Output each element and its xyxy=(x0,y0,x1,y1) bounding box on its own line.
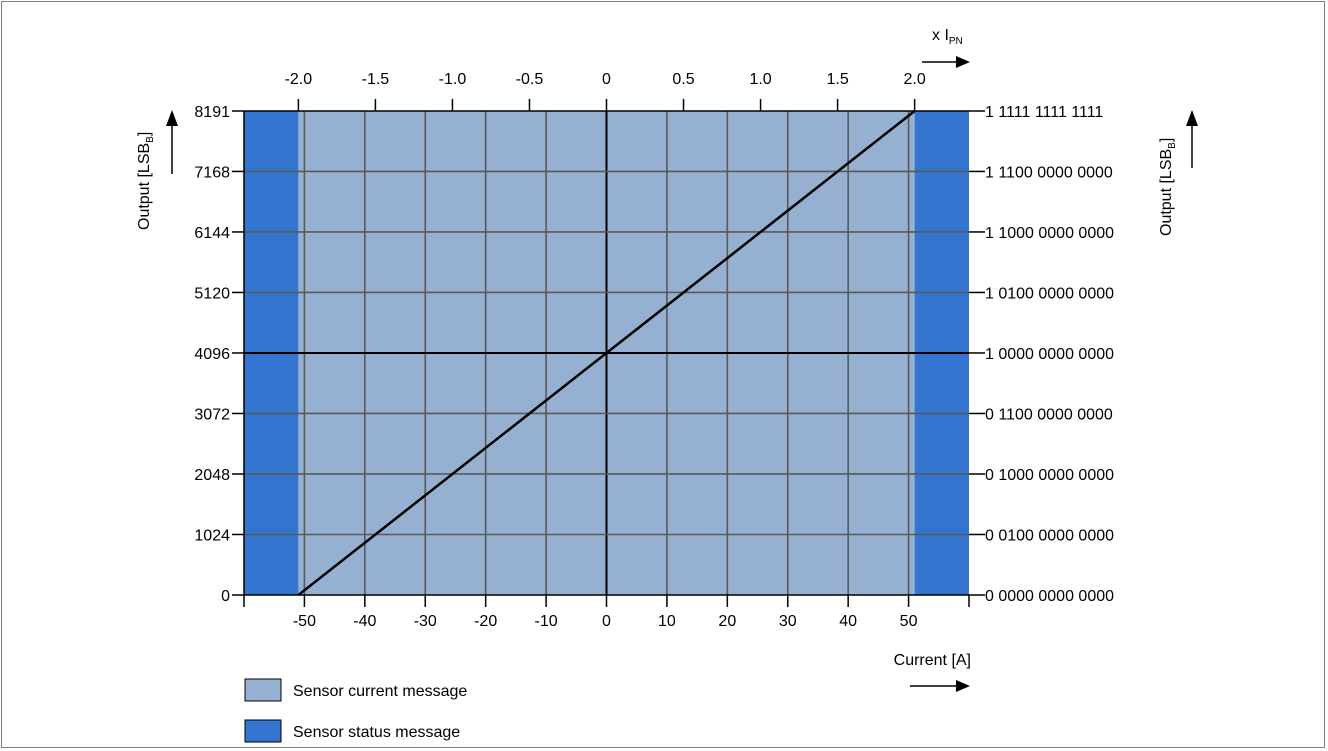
y2-tick-label-2: 0 1000 0000 0000 xyxy=(985,467,1114,484)
grid-lines xyxy=(244,111,969,595)
y2-tick-label-5: 1 0100 0000 0000 xyxy=(985,285,1114,302)
y2-tick-label-7: 1 1100 0000 0000 xyxy=(985,164,1113,181)
x-tick-label-1: -40 xyxy=(353,613,376,630)
legend: Sensor current message Sensor status mes… xyxy=(244,678,467,743)
axes xyxy=(232,99,985,607)
x-tick-label-8: 30 xyxy=(779,613,797,630)
x-axis-arrow-icon xyxy=(910,680,970,692)
x2-tick-label-5: 0.5 xyxy=(672,71,694,88)
y-axis-arrow-right-icon xyxy=(1186,110,1198,168)
y-tick-label-1: 1024 xyxy=(194,527,230,544)
y-tick-label-0: 0 xyxy=(221,588,230,605)
y-axis-arrow-left-icon xyxy=(166,110,178,174)
x2-tick-label-7: 1.5 xyxy=(826,71,848,88)
x2-tick-label-2: -1.0 xyxy=(439,71,467,88)
x2-tick-label-1: -1.5 xyxy=(362,71,390,88)
x-tick-label-6: 10 xyxy=(658,613,676,630)
y-tick-label-3: 3072 xyxy=(194,406,230,423)
y2-tick-label-6: 1 1000 0000 0000 xyxy=(985,225,1114,242)
y-tick-label-4: 4096 xyxy=(194,346,230,363)
legend-label-status: Sensor status message xyxy=(293,724,460,741)
legend-swatch-status xyxy=(244,719,282,743)
x-tick-label-5: 0 xyxy=(602,613,611,630)
y2-tick-label-3: 0 1100 0000 0000 xyxy=(985,406,1113,423)
legend-item-current: Sensor current message xyxy=(244,678,467,702)
legend-item-status: Sensor status message xyxy=(244,719,460,743)
y-tick-label-7: 7168 xyxy=(194,164,230,181)
y-tick-label-6: 6144 xyxy=(194,225,230,242)
y2-tick-label-0: 0 0000 0000 0000 xyxy=(985,588,1114,605)
x2-tick-label-4: 0 xyxy=(602,71,611,88)
tick-labels: -50 -40 -30 -20 -10 0 10 20 30 40 50 -2.0 -1.5 -1.0 -0… xyxy=(194,71,1114,630)
x-tick-label-10: 50 xyxy=(900,613,918,630)
y-tick-label-8: 8191 xyxy=(194,104,230,121)
y-axis-label-left: Output [LSBB] xyxy=(136,132,156,230)
x-tick-label-4: -10 xyxy=(535,613,558,630)
x-tick-label-3: -20 xyxy=(474,613,497,630)
y2-tick-label-4: 1 0000 0000 0000 xyxy=(985,346,1114,363)
series-line-0 xyxy=(297,110,916,596)
x2-tick-label-3: -0.5 xyxy=(516,71,544,88)
x2-tick-label-0: -2.0 xyxy=(285,71,313,88)
x-tick-label-7: 20 xyxy=(718,613,736,630)
legend-label-current: Sensor current message xyxy=(293,683,467,700)
x2-tick-label-8: 2.0 xyxy=(904,71,926,88)
x-tick-label-9: 40 xyxy=(839,613,857,630)
x-tick-label-0: -50 xyxy=(293,613,316,630)
series-lines xyxy=(297,110,916,596)
y-tick-label-5: 5120 xyxy=(194,285,230,302)
x2-axis-arrow-icon xyxy=(922,56,970,68)
y-axis-label-right: Output [LSBB] xyxy=(1158,138,1178,236)
x2-tick-label-6: 1.0 xyxy=(749,71,771,88)
y2-tick-label-1: 0 0100 0000 0000 xyxy=(985,527,1114,544)
legend-swatch-current xyxy=(244,678,282,702)
x2-axis-label: x IPN xyxy=(932,27,963,47)
y-tick-label-2: 2048 xyxy=(194,467,230,484)
y2-tick-label-8: 1 1111 1111 1111 xyxy=(985,104,1103,121)
x-axis-label: Current [A] xyxy=(894,652,971,669)
x-tick-label-2: -30 xyxy=(414,613,437,630)
